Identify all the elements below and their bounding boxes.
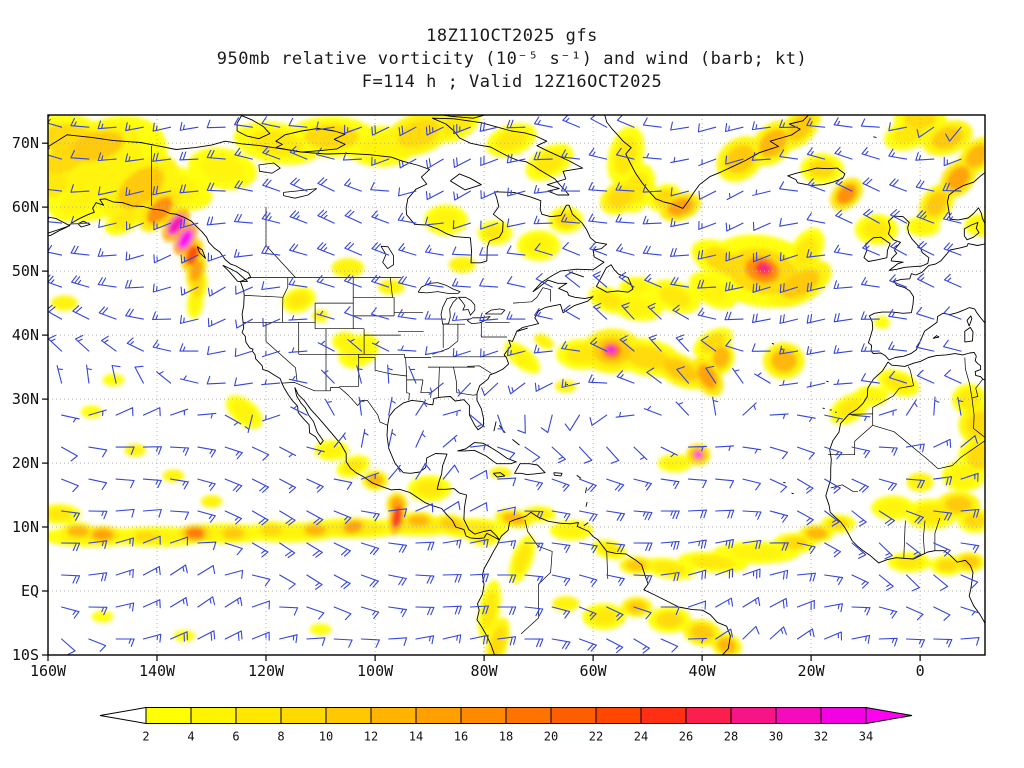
colorbar-tick-label: 22	[589, 730, 603, 744]
vorticity-field	[48, 115, 985, 655]
chart-title-line1: 18Z11OCT2025 gfs	[426, 26, 598, 46]
colorbar-segment	[730, 707, 777, 724]
colorbar-segment	[280, 707, 327, 724]
lakes	[258, 162, 506, 325]
lon-axis-label: 140W	[139, 662, 176, 680]
colorbar-tick-label: 28	[724, 730, 738, 744]
colorbar-segment	[145, 707, 192, 724]
colorbar-under-arrow	[99, 706, 147, 725]
lon-axis-label: 20W	[798, 662, 826, 680]
colorbar-segment	[685, 707, 732, 724]
colorbar-segment	[325, 707, 372, 724]
map-frame	[47, 114, 986, 656]
lat-axis-label: 10S	[12, 646, 39, 664]
colorbar-segment	[640, 707, 687, 724]
lat-axis-label: EQ	[21, 582, 39, 600]
colorbar-tick-label: 20	[544, 730, 558, 744]
chart-title-line2: 950mb relative vorticity (10⁻⁵ s⁻¹) and …	[216, 49, 808, 69]
lat-axis-label: 70N	[12, 134, 39, 152]
colorbar-segment	[370, 707, 417, 724]
colorbar-segment	[505, 707, 552, 724]
wind-barbs	[48, 115, 980, 655]
lon-axis-label: 80W	[471, 662, 499, 680]
colorbar: 2 4 6 8 10 12 14 16 18 20 22 24 26 28 30 32 34	[99, 706, 913, 744]
colorbar-tick-label: 30	[769, 730, 783, 744]
lon-axis-label: 160W	[30, 662, 67, 680]
colorbar-segment	[595, 707, 642, 724]
colorbar-tick-label: 2	[142, 730, 149, 744]
colorbar-tick-label: 16	[454, 730, 468, 744]
lat-axis-label: 40N	[12, 326, 39, 344]
lon-axis-label: 100W	[357, 662, 394, 680]
lat-axis-label: 30N	[12, 390, 39, 408]
colorbar-segment	[550, 707, 597, 724]
lat-axis-label: 10N	[12, 518, 39, 536]
lat-axis-label: 50N	[12, 262, 39, 280]
colorbar-over-arrow	[865, 706, 913, 725]
country-state-borders	[151, 145, 985, 635]
colorbar-tick-label: 18	[499, 730, 513, 744]
colorbar-tick-label: 10	[319, 730, 333, 744]
grid-lines	[48, 115, 985, 655]
colorbar-tick-label: 34	[859, 730, 873, 744]
colorbar-tick-label: 6	[232, 730, 239, 744]
colorbar-segment	[415, 707, 462, 724]
colorbar-tick-label: 24	[634, 730, 648, 744]
colorbar-segment	[460, 707, 507, 724]
colorbar-tick-label: 8	[277, 730, 284, 744]
colorbar-tick-label: 12	[364, 730, 378, 744]
colorbar-segment	[820, 707, 867, 724]
lon-axis-label: 0	[916, 662, 925, 680]
colorbar-segment	[190, 707, 237, 724]
colorbar-segment	[235, 707, 282, 724]
colorbar-tick-label: 14	[409, 730, 423, 744]
colorbar-tick-label: 32	[814, 730, 828, 744]
lat-axis-label: 20N	[12, 454, 39, 472]
colorbar-segment	[775, 707, 822, 724]
lat-axis-label: 60N	[12, 198, 39, 216]
lon-axis-label: 120W	[248, 662, 285, 680]
coastlines	[48, 115, 985, 655]
colorbar-tick-label: 26	[679, 730, 693, 744]
lon-axis-label: 40W	[689, 662, 717, 680]
chart-title-line3: F=114 h ; Valid 12Z16OCT2025	[361, 72, 663, 92]
chart-title-block: 18Z11OCT2025 gfs 950mb relative vorticit…	[0, 25, 1024, 94]
lon-axis-label: 60W	[580, 662, 608, 680]
colorbar-tick-label: 4	[187, 730, 194, 744]
